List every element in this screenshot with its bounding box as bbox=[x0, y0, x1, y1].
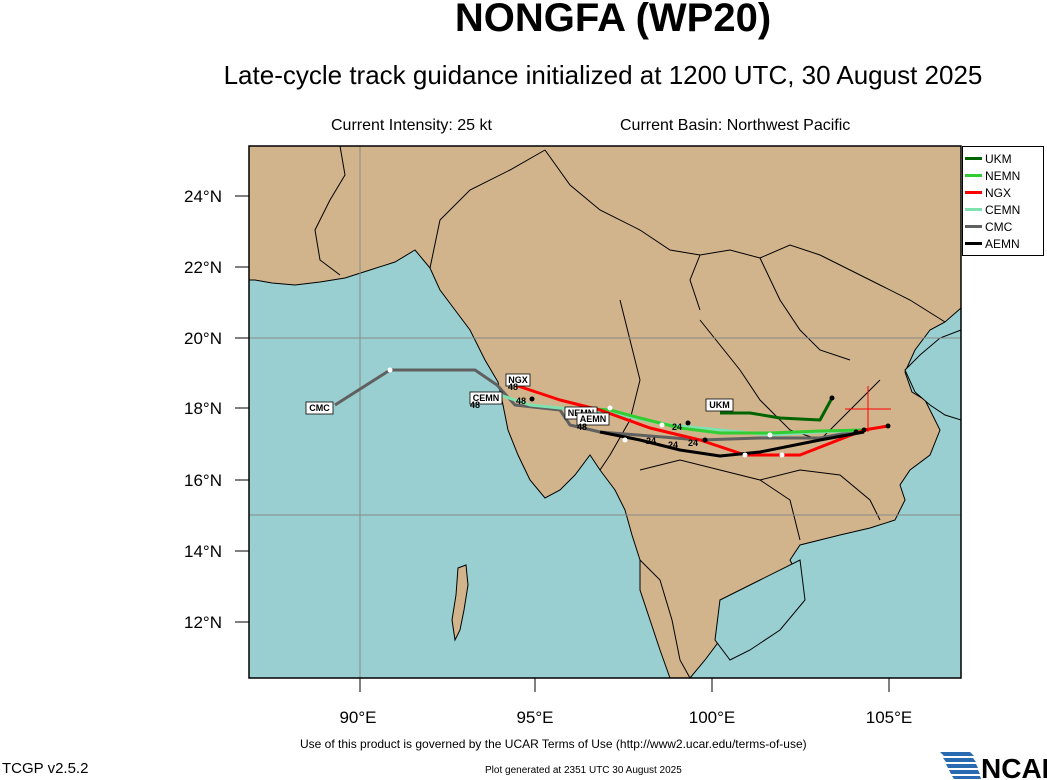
lat-label: 14°N bbox=[184, 542, 222, 561]
grid-lines bbox=[249, 146, 961, 678]
legend-label: AEMN bbox=[985, 236, 1020, 251]
lat-label: 12°N bbox=[184, 613, 222, 632]
track-ngx bbox=[514, 383, 889, 457]
label-cemn: CEMN bbox=[473, 393, 500, 403]
version-label: TCGP v2.5.2 bbox=[2, 760, 89, 777]
label-cmc: CMC bbox=[309, 403, 330, 413]
track-points bbox=[387, 367, 891, 458]
hour-tag: 48 bbox=[577, 422, 587, 432]
lon-label: 100°E bbox=[689, 708, 736, 727]
hour-tag: 24 bbox=[672, 422, 682, 432]
legend-label: NGX bbox=[985, 185, 1012, 200]
legend-item: NEMN bbox=[965, 167, 1020, 184]
current-position-marker bbox=[845, 386, 891, 432]
hour-tags: 48 48 48 48 24 24 24 24 bbox=[470, 382, 698, 450]
ncar-logo: NCAR bbox=[940, 752, 1047, 780]
lat-label: 24°N bbox=[184, 187, 222, 206]
legend-item: CMC bbox=[965, 218, 1012, 235]
terms-of-use: Use of this product is governed by the U… bbox=[300, 737, 807, 751]
axis-ticks bbox=[235, 195, 890, 692]
generated-timestamp: Plot generated at 2351 UTC 30 August 202… bbox=[485, 765, 682, 776]
legend-swatch bbox=[965, 157, 982, 160]
current-basin: Current Basin: Northwest Pacific bbox=[620, 117, 851, 134]
legend-label: CMC bbox=[985, 219, 1013, 234]
hour-tag: 48 bbox=[508, 382, 518, 392]
legend-swatch bbox=[965, 174, 982, 177]
model-tracks bbox=[334, 368, 889, 458]
track-cmc bbox=[334, 368, 865, 442]
legend-swatch bbox=[965, 225, 982, 228]
ncar-logo-text: NCAR bbox=[981, 753, 1047, 780]
legend-label: UKM bbox=[985, 151, 1012, 166]
hour-tag: 48 bbox=[516, 396, 526, 406]
label-ngx: NGX bbox=[508, 375, 528, 385]
longitude-labels: 90°E 95°E 100°E 105°E bbox=[339, 708, 912, 727]
page-title: NONGFA (WP20) bbox=[454, 0, 772, 40]
legend-label: NEMN bbox=[985, 168, 1021, 183]
legend-item: NGX bbox=[965, 184, 1011, 201]
country-borders bbox=[314, 145, 946, 541]
hour-tag: 48 bbox=[470, 400, 480, 410]
hour-tag: 24 bbox=[688, 438, 698, 448]
legend-swatch bbox=[965, 208, 982, 211]
gulf bbox=[714, 559, 806, 661]
label-ukm: UKM bbox=[709, 400, 730, 410]
current-intensity: Current Intensity: 25 kt bbox=[331, 117, 492, 134]
legend-item: AEMN bbox=[965, 235, 1020, 252]
track-ukm bbox=[720, 397, 834, 422]
lat-label: 18°N bbox=[184, 399, 222, 418]
lon-label: 105°E bbox=[866, 708, 913, 727]
lat-label: 22°N bbox=[184, 258, 222, 277]
hour-tag: 24 bbox=[646, 436, 656, 446]
label-aemn: AEMN bbox=[580, 414, 607, 424]
legend-label: CEMN bbox=[985, 202, 1021, 217]
islands bbox=[451, 564, 469, 642]
latitude-labels: 24°N 22°N 20°N 18°N 16°N 14°N 12°N bbox=[184, 187, 222, 632]
legend-item: UKM bbox=[965, 150, 1012, 167]
legend-item: CEMN bbox=[965, 201, 1020, 218]
legend: UKM NEMN NGX CEMN CMC AEMN bbox=[962, 146, 1044, 256]
plot-frame bbox=[248, 145, 962, 679]
track-aemn bbox=[599, 430, 865, 458]
hour-tag: 24 bbox=[668, 440, 678, 450]
lon-label: 90°E bbox=[339, 708, 376, 727]
lat-label: 16°N bbox=[184, 471, 222, 490]
legend-swatch bbox=[965, 191, 982, 194]
legend-swatch bbox=[965, 242, 982, 245]
page-subtitle: Late-cycle track guidance initialized at… bbox=[223, 60, 983, 90]
track-labels: CMC NGX CEMN NEMN AEMN UKM bbox=[305, 373, 734, 426]
track-nemn bbox=[579, 406, 865, 435]
lon-label: 95°E bbox=[516, 708, 553, 727]
lat-label: 20°N bbox=[184, 329, 222, 348]
